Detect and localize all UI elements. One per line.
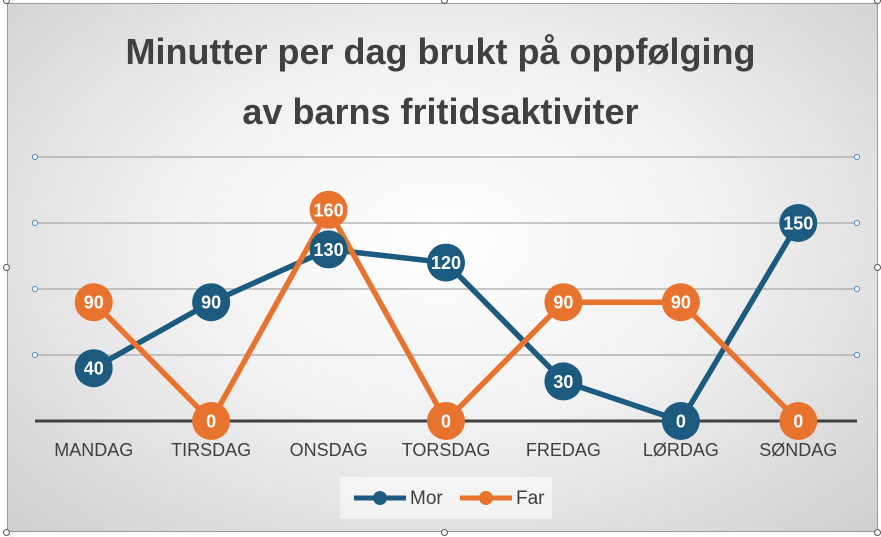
x-tick-label-tirsdag: TIRSDAG xyxy=(171,440,251,460)
x-tick-label-søndag: SØNDAG xyxy=(759,440,837,460)
data-point-mor-6 xyxy=(779,204,818,242)
resize-handle-bottom[interactable] xyxy=(441,529,448,536)
axis-handle-left-200[interactable] xyxy=(31,153,39,161)
data-label-mor-3: 120 xyxy=(431,253,461,273)
axis-handle-left-50[interactable] xyxy=(31,351,39,359)
data-point-far-4 xyxy=(544,283,583,322)
data-label-far-4: 90 xyxy=(553,293,573,313)
data-point-far-0 xyxy=(74,283,113,322)
data-point-far-2 xyxy=(309,190,348,229)
data-label-far-2: 160 xyxy=(314,200,344,220)
data-point-mor-3 xyxy=(427,243,465,282)
axis-handle-right-150[interactable] xyxy=(853,219,861,227)
data-label-far-3: 0 xyxy=(441,412,451,432)
data-label-far-1: 0 xyxy=(206,412,216,432)
x-tick-label-mandag: MANDAG xyxy=(54,440,133,460)
data-label-far-5: 90 xyxy=(671,293,691,313)
data-point-mor-1 xyxy=(192,283,231,322)
axis-handle-left-100[interactable] xyxy=(31,285,39,293)
x-tick-label-onsdag: ONSDAG xyxy=(290,440,368,460)
axis-handle-right-200[interactable] xyxy=(853,153,861,161)
resize-handle-bottom-left[interactable] xyxy=(3,529,10,536)
resize-handle-left[interactable] xyxy=(3,264,10,271)
axis-handle-left-150[interactable] xyxy=(31,219,39,227)
data-label-far-6: 0 xyxy=(793,412,803,432)
data-point-mor-2 xyxy=(309,230,348,269)
chart-title: Minutter per dag brukt på oppfølging av … xyxy=(0,22,881,142)
resize-handle-right[interactable] xyxy=(874,264,881,271)
data-point-far-5 xyxy=(661,283,700,322)
data-label-mor-0: 40 xyxy=(84,359,104,379)
x-tick-label-lørdag: LØRDAG xyxy=(643,440,719,460)
legend-label-far: Far xyxy=(516,488,545,509)
data-point-far-1 xyxy=(192,402,231,440)
chart-legend[interactable]: Mor Far xyxy=(340,477,552,519)
resize-handle-top[interactable] xyxy=(441,0,448,4)
chart-title-line-2: av barns fritidsaktiviter xyxy=(242,91,639,132)
legend-marker-mor xyxy=(354,491,406,505)
data-label-mor-5: 0 xyxy=(676,412,686,432)
axis-handle-right-100[interactable] xyxy=(853,285,861,293)
data-label-far-0: 90 xyxy=(84,293,104,313)
x-tick-label-torsdag: TORSDAG xyxy=(402,440,491,460)
axis-handle-right-50[interactable] xyxy=(853,351,861,359)
data-label-mor-6: 150 xyxy=(783,214,813,234)
legend-label-mor: Mor xyxy=(410,488,443,509)
data-point-far-3 xyxy=(427,402,465,440)
data-point-mor-0 xyxy=(74,349,113,388)
data-point-far-6 xyxy=(779,402,818,440)
data-point-mor-4 xyxy=(544,362,583,401)
legend-marker-far xyxy=(460,491,512,505)
data-label-mor-4: 30 xyxy=(553,372,573,392)
chart-title-line-1: Minutter per dag brukt på oppfølging xyxy=(125,31,756,72)
data-point-mor-5 xyxy=(661,402,700,440)
resize-handle-top-left[interactable] xyxy=(3,0,10,4)
x-tick-label-fredag: FREDAG xyxy=(526,440,601,460)
data-label-mor-1: 90 xyxy=(201,293,221,313)
resize-handle-bottom-right[interactable] xyxy=(874,529,881,536)
data-label-mor-2: 130 xyxy=(314,240,344,260)
